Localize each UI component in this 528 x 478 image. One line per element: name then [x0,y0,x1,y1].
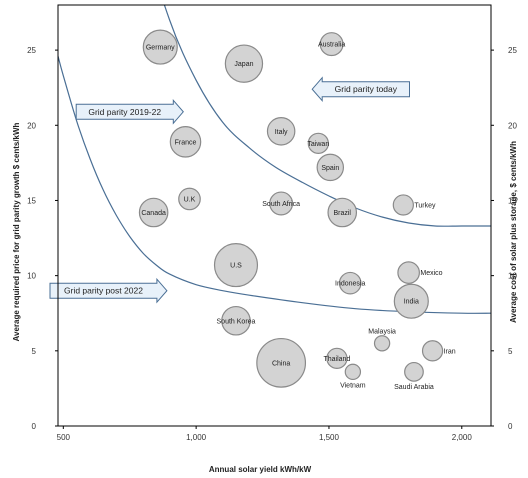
y-right-tick-label: 25 [508,46,517,55]
bubble-label-spain: Spain [321,165,339,172]
bubble-india [393,283,429,319]
bubble-saudi-arabia [404,361,424,382]
bubble-vietnam [344,363,362,381]
y-axis-title: Average required price for grid parity g… [12,122,21,341]
y-tick-label: 10 [27,272,36,281]
bubble-label-saudi-arabia: Saudi Arabia [394,384,434,391]
parity-curve-grid-parity-today [163,5,491,227]
bubble-germany [142,29,178,65]
plot-area-frame [57,4,492,427]
bubble-spain [316,153,345,182]
bubble-label-south-korea: South Korea [217,318,256,325]
y-tick-label: 0 [32,422,37,431]
bubble-label-australia: Australia [318,42,345,49]
annotation-arrow-grid-parity-today [311,76,410,103]
bubble-label-japan: Japan [234,61,253,68]
bubble-italy [266,117,296,146]
bubble-label-italy: Italy [275,129,288,136]
bubble-label-taiwan: Taiwan [307,141,329,148]
bubble-u-s [213,243,259,288]
bubble-malaysia [373,335,391,352]
bubbles: Germany Australia Japan Italy Taiwan France Sp… [138,29,456,391]
bubble-label-thailand: Thailand [323,356,350,363]
x-axis-title: Annual solar yield kWh/kW [209,465,312,474]
bubble-label-turkey: Turkey [414,202,436,209]
bubble-france [169,126,202,158]
bubble-japan [224,44,264,83]
bubble-thailand [326,347,348,369]
x-tick-label: 1,500 [319,433,340,442]
bubble-label-malaysia: Malaysia [368,329,396,336]
x-tick-label: 1,000 [186,433,207,442]
bubble-label-iran: Iran [444,348,456,355]
bubble-label-germany: Germany [146,45,175,52]
bubble-label-vietnam: Vietnam [340,382,366,389]
axes: 500 1,000 1,500 2,000 0 5 10 15 20 25 0 5 10 15 20 25 [27,46,517,442]
y-tick-label: 20 [27,121,36,130]
annotation-arrow-grid-parity-post-2022 [49,277,168,304]
bubble-label-u-s: U.S [230,263,242,270]
bubble-china [256,337,307,388]
x-tick-label: 2,000 [452,433,473,442]
y-right-tick-label: 10 [508,272,517,281]
annotation-arrow-grid-parity-2019-22 [75,98,184,125]
bubble-label-canada: Canada [141,210,166,217]
annotation-label-grid-parity-2019-22: Grid parity 2019-22 [88,107,161,117]
y-tick-label: 15 [27,196,36,205]
annotations: Grid parity today Grid parity 2019-22 Grid… [49,76,410,304]
x-tick-label: 500 [57,433,71,442]
bubble-label-mexico: Mexico [420,270,442,277]
bubble-label-brazil: Brazil [333,210,351,217]
parity-curve-grid-parity-post-2022 [58,55,491,314]
y-right-tick-label: 5 [508,347,513,356]
bubble-south-africa [269,191,294,216]
bubble-iran [421,340,444,362]
y-right-tick-label: 0 [508,422,513,431]
bubble-indonesia [338,271,362,295]
bubble-mexico [397,261,420,284]
bubble-label-france: France [175,139,197,146]
bubble-south-korea [221,305,251,336]
annotation-label-grid-parity-today: Grid parity today [335,84,398,94]
bubble-australia [319,32,344,57]
annotation-label-grid-parity-post-2022: Grid parity post 2022 [64,286,143,296]
parity-curves [58,5,491,314]
bubble-turkey [392,194,414,216]
bubble-label-south-africa: South Africa [262,201,300,208]
y-right-tick-label: 20 [508,121,517,130]
y-tick-label: 25 [27,46,36,55]
bubble-canada [138,197,169,228]
bubble-taiwan [307,132,329,154]
y-tick-label: 5 [32,347,37,356]
y-right-tick-label: 15 [508,196,517,205]
bubble-label-indonesia: Indonesia [335,281,365,288]
bubble-brazil [327,197,358,228]
bubble-label-u-k: U.K [184,196,196,203]
bubble-u-k [178,187,201,211]
bubble-label-china: China [272,360,290,367]
bubble-label-india: India [404,299,419,306]
y-axis-right-title: Average cost of solar plus storage, $ ce… [509,141,518,323]
